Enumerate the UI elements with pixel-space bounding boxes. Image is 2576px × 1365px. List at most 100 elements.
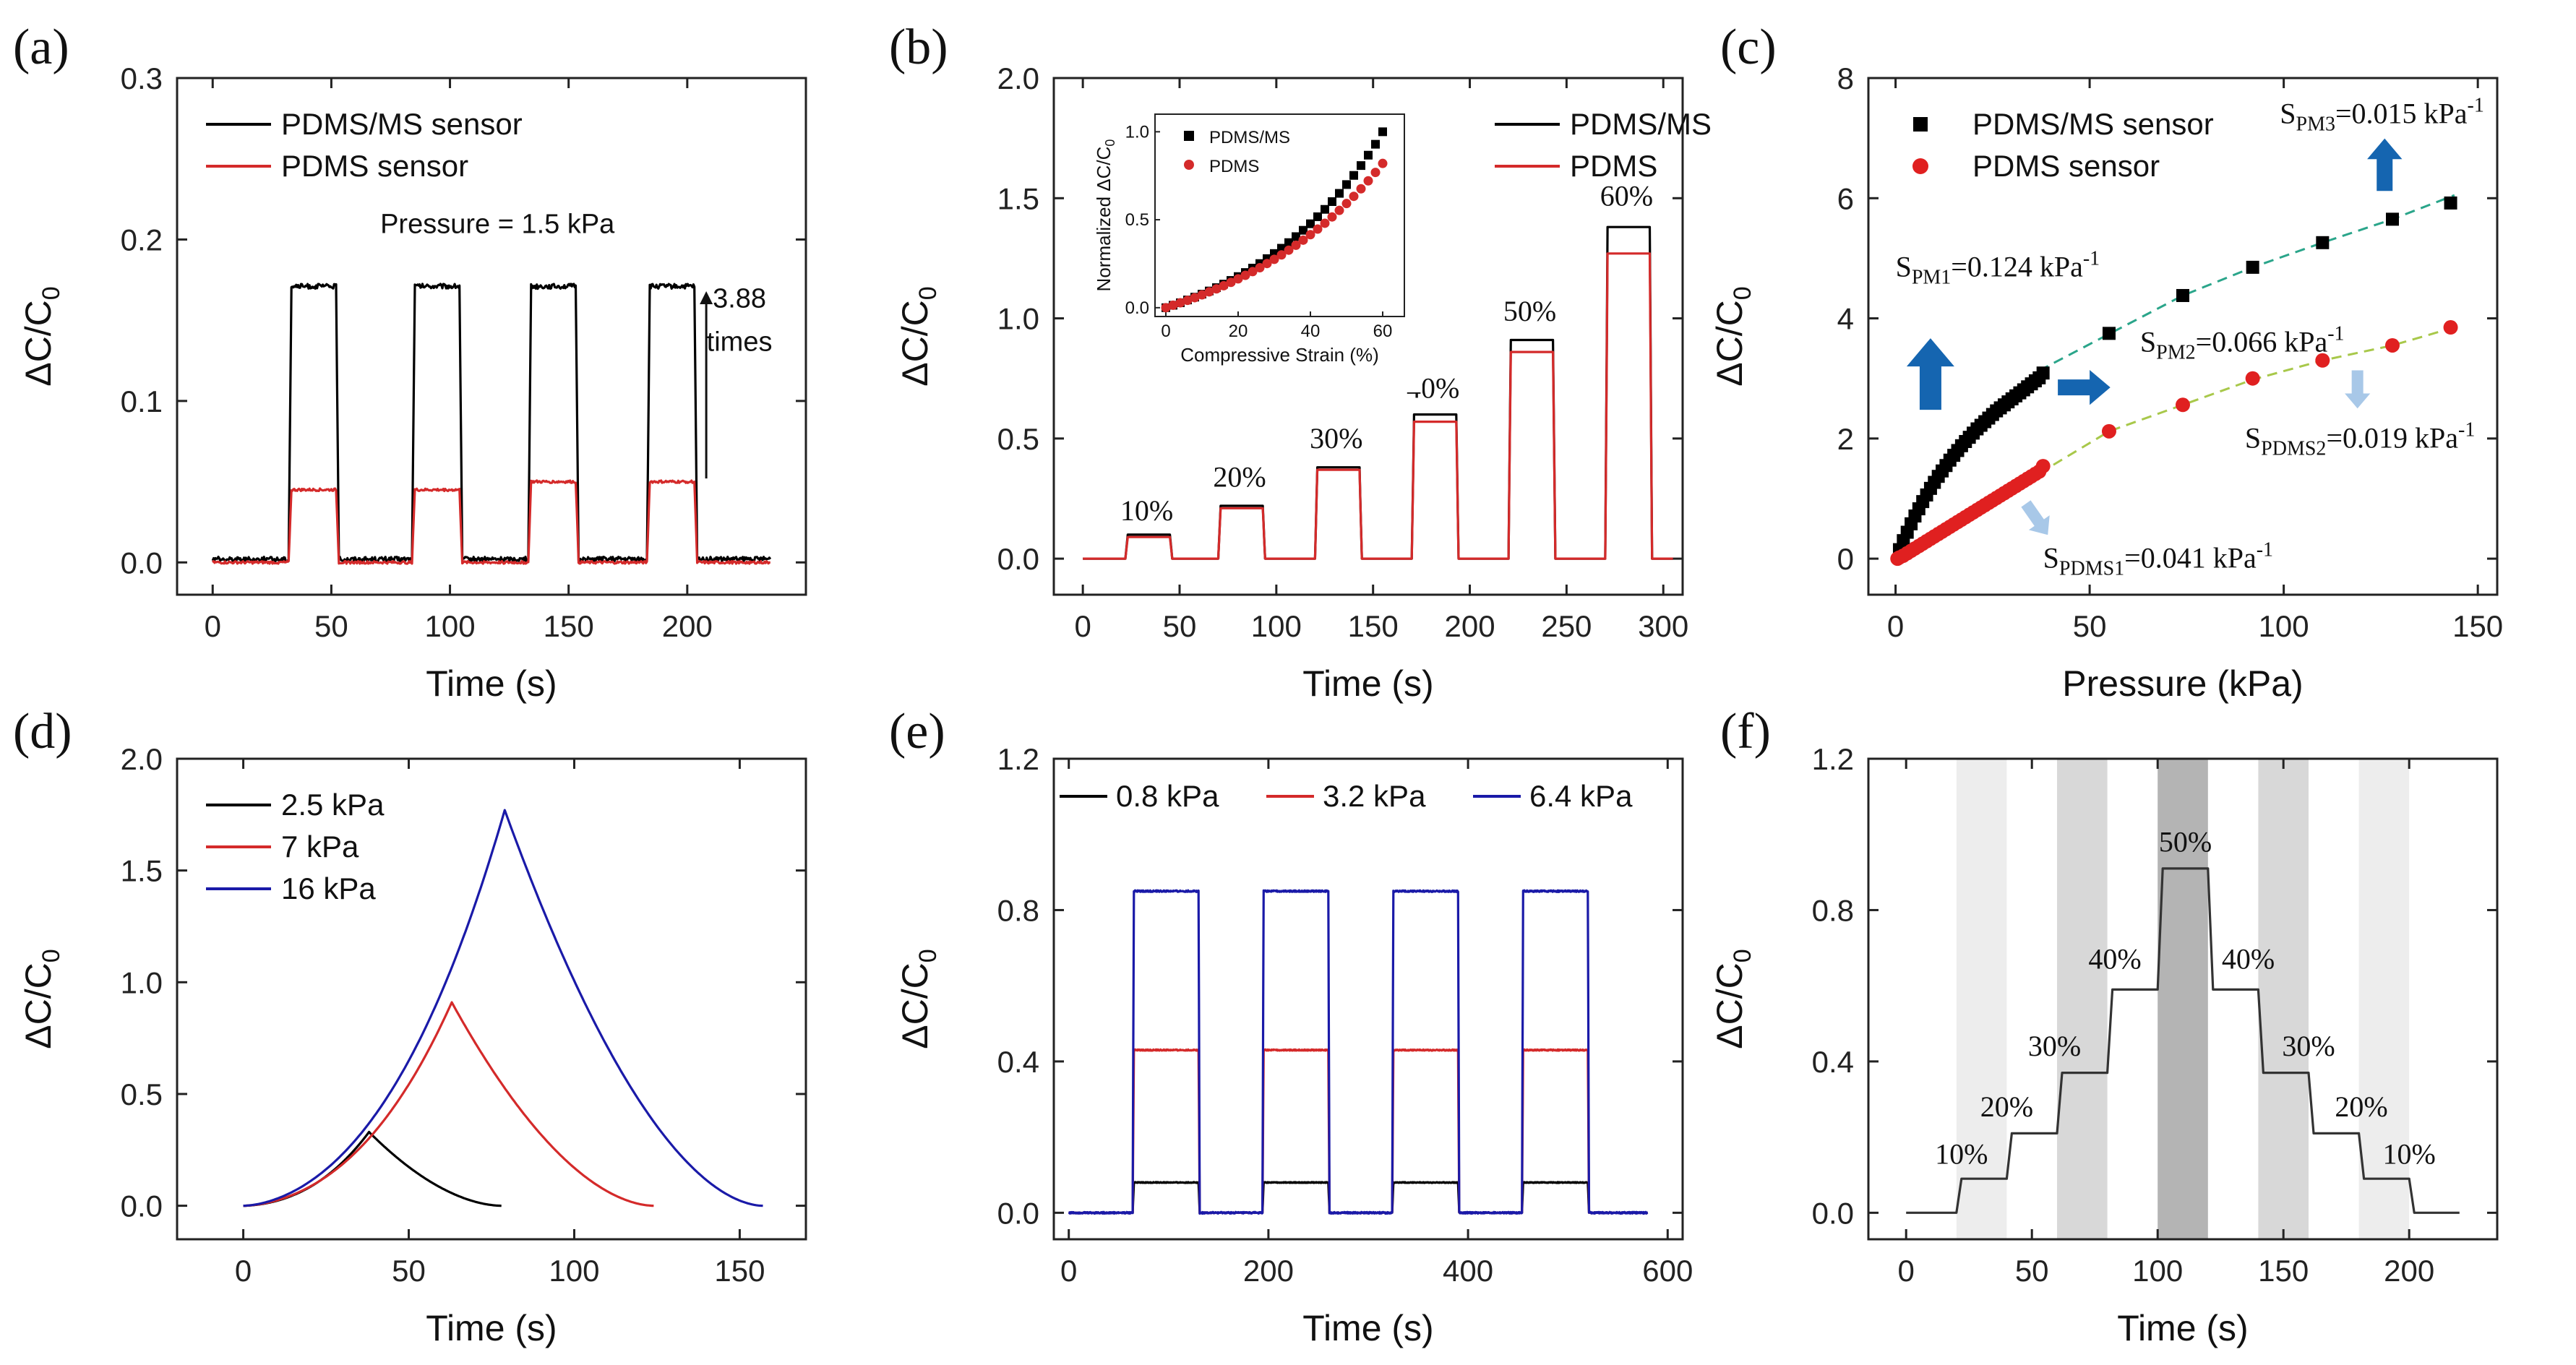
legend-label: 6.4 kPa [1529,779,1633,813]
legend-label: 7 kPa [281,830,359,864]
data-point-circle [2035,459,2051,474]
inset-point-square [1306,219,1315,228]
series-line-1 [1906,867,2460,1214]
data-point-square [2386,212,2399,226]
inset-point-circle [1255,263,1265,273]
y-tick-label: 6 [1837,181,1854,215]
plot-frame [1052,77,1684,596]
inset-x-tick-label: 40 [1301,322,1321,341]
inset-point-circle [1248,267,1258,277]
plot-area [1068,889,1649,1215]
y-tick-label: 1.5 [997,181,1039,215]
x-tick-label: 100 [425,609,476,643]
legend-swatch [1912,158,1928,174]
inset-point-square [1299,225,1308,235]
plot-frame [1052,757,1684,1241]
x-axis-label: Time (s) [1302,663,1433,704]
trend-arrow-icon [1906,338,1954,410]
inset-point-circle [1378,158,1388,168]
annotation-s60: 60% [1600,179,1653,212]
data-point-square [2444,196,2457,210]
inset-frame [1154,113,1405,317]
legend-label: PDMS sensor [1972,149,2160,183]
plot-area [243,809,763,1207]
y-tick-label: 0.0 [121,1189,163,1223]
plot-area [1906,867,2460,1214]
legend-label: PDMS [1570,149,1657,183]
inset-point-circle [1370,168,1381,178]
sensitivity-label: SPM3=0.015 kPa-1 [2280,94,2484,135]
inset-point-circle [1269,254,1279,264]
inset-point-circle [1233,274,1243,284]
data-point-circle [2101,423,2116,439]
inset-background [1072,96,1422,392]
inset-point-square [1371,139,1380,149]
inset-point-circle [1168,300,1178,310]
inset-chart: 0 20 40 60 0.0 0.5 1.0 Compressive Strain (%) No… [1072,96,1422,392]
x-tick-label: 100 [549,1254,599,1288]
x-axis-label: Time (s) [2117,1308,2248,1348]
panel-label: (a) [13,20,69,75]
y-tick-label: 8 [1837,61,1854,95]
data-point-square [2316,236,2330,249]
inset-legend-swatch [1184,131,1194,141]
legend: PDMS/MS sensor PDMS sensor [206,107,523,183]
annotation-f40a: 40% [2088,943,2141,976]
annotation-ratio2: times [707,327,773,358]
y-tick-label: 1.5 [121,854,163,888]
inset-point-circle [1327,212,1337,222]
y-tick-label: 0.8 [1812,893,1854,927]
panel-label: (f) [1720,704,1771,759]
y-tick-label: 0.4 [1812,1045,1854,1079]
y-tick-label: 0.4 [997,1045,1039,1079]
inset-point-circle [1305,230,1315,240]
annotation-f30a: 30% [2028,1030,2081,1062]
y-axis-label: ΔC/C0 [895,949,942,1048]
plot-area [1082,225,1674,560]
y-tick-label: 2 [1837,422,1854,456]
legend: PDMS/MS PDMS [1495,107,1712,183]
panel-label: (c) [1720,20,1777,75]
inset-point-square [1335,189,1344,198]
panel-c: 0 50 100 150 0 2 4 6 8 Pressure (kPa) ΔC/C0 (c) SPM1… [1709,20,2503,704]
inset-point-square [1364,150,1373,160]
panel-e: 0 200 400 600 0.0 0.4 0.8 1.2 Time (s) ΔC/C0 (e) 0.… [889,704,1693,1348]
series-line-2 [243,1001,654,1207]
trend-arrow-icon [2058,369,2111,405]
legend-label: 0.8 kPa [1116,779,1219,813]
x-tick-label: 150 [2452,609,2503,643]
plot-area [211,283,772,565]
inset-legend-swatch [1184,160,1194,170]
annotation-f30b: 30% [2282,1030,2335,1062]
legend: 0.8 kPa 3.2 kPa 6.4 kPa [1060,779,1633,813]
inset-point-circle [1197,290,1207,300]
x-tick-label: 200 [1444,609,1495,643]
y-axis-label: ΔC/C0 [18,949,65,1048]
data-point-circle [2443,320,2458,335]
annotation-s50: 50% [1503,295,1556,327]
y-tick-label: 0 [1837,542,1854,576]
y-tick-label: 0.1 [121,384,163,418]
inset-point-circle [1175,298,1185,308]
panel-label: (d) [13,704,72,759]
x-tick-label: 0 [235,1254,252,1288]
x-tick-label: 50 [2073,609,2107,643]
plot-area [1890,194,2458,567]
annotation-s30: 30% [1310,422,1362,455]
inset-point-circle [1356,184,1366,194]
highlight-band [2057,759,2108,1239]
sensitivity-label: SPM1=0.124 kPa-1 [1896,247,2100,288]
plot-frame [176,757,807,1241]
x-tick-label: 400 [1443,1254,1493,1288]
inset-point-circle [1262,259,1272,269]
x-axis-label: Time (s) [426,663,557,704]
inset-point-square [1277,244,1286,253]
x-tick-label: 600 [1642,1254,1693,1288]
sensitivity-label: SPDMS1=0.041 kPa-1 [2043,539,2273,580]
inset-x-tick-label: 60 [1373,322,1393,341]
trend-arrow-icon [2345,370,2371,409]
x-tick-label: 0 [1898,1254,1915,1288]
y-tick-label: 2.0 [997,61,1039,95]
